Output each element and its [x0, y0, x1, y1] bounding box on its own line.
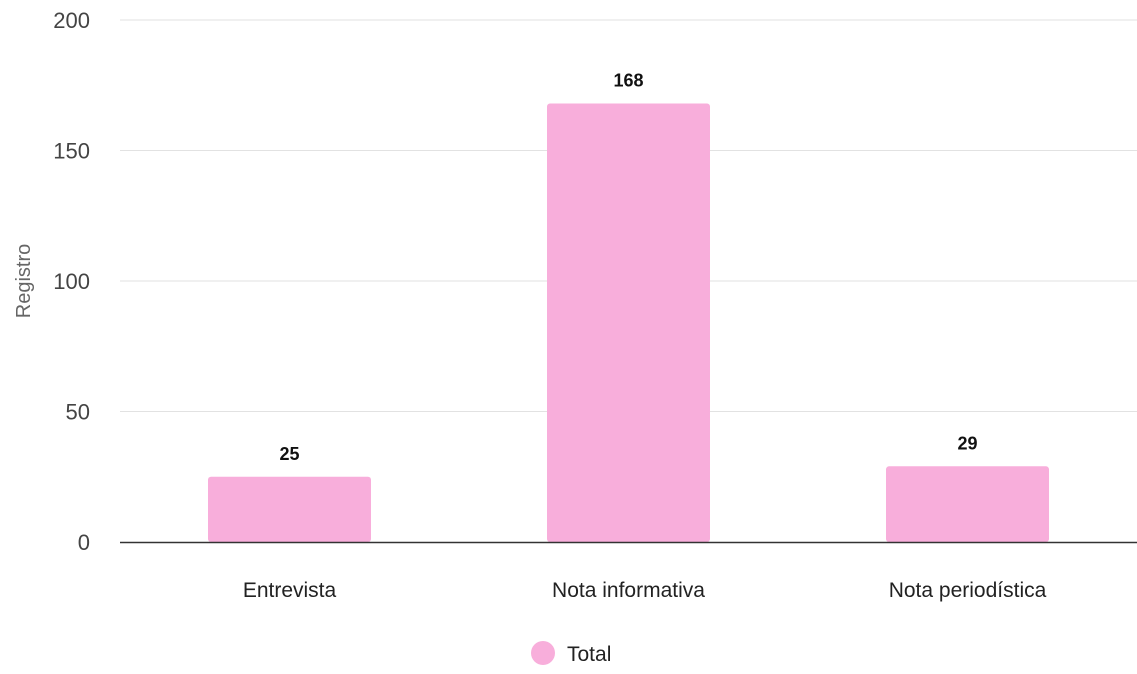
y-tick-label-50: 50	[66, 400, 90, 425]
legend-label-total: Total	[567, 643, 611, 666]
data-label-entrevista: 25	[279, 444, 299, 464]
bar-nota-periodistica	[886, 466, 1049, 542]
x-axis-ticks: Entrevista Nota informativa Nota periodíst…	[243, 579, 1047, 602]
data-label-nota-informativa: 168	[613, 71, 643, 91]
bars	[208, 103, 1049, 543]
y-axis-ticks: 0 50 100 150 200	[53, 8, 90, 555]
x-tick-label-nota-periodistica: Nota periodística	[889, 579, 1047, 602]
data-label-nota-periodistica: 29	[957, 433, 977, 453]
y-tick-label-0: 0	[78, 530, 90, 555]
legend-swatch-total	[531, 641, 555, 665]
x-tick-label-entrevista: Entrevista	[243, 579, 337, 602]
y-tick-label-200: 200	[53, 8, 90, 33]
data-labels: 25 168 29	[279, 71, 977, 464]
y-axis-title: Registro	[13, 244, 35, 318]
bar-nota-informativa	[547, 103, 710, 543]
y-tick-label-150: 150	[53, 139, 90, 164]
y-tick-label-100: 100	[53, 269, 90, 294]
x-tick-label-nota-informativa: Nota informativa	[552, 579, 705, 602]
bar-entrevista	[208, 476, 371, 542]
legend[interactable]: Total	[531, 641, 611, 666]
